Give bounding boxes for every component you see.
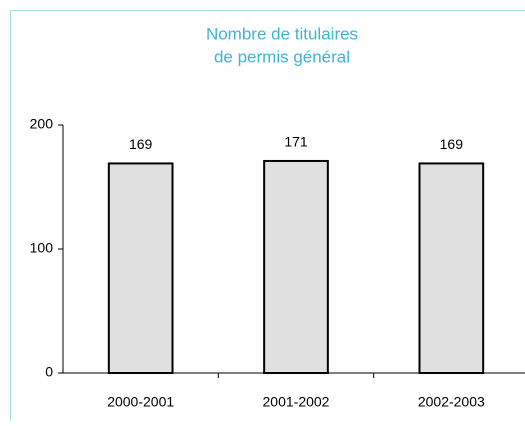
y-tick-label: 100 xyxy=(30,240,54,256)
y-tick-label: 200 xyxy=(30,116,54,132)
data-label: 169 xyxy=(129,136,153,152)
x-tick-label: 2000-2001 xyxy=(107,394,174,410)
chart-title: de permis général xyxy=(214,47,350,66)
chart-title: Nombre de titulaires xyxy=(206,24,358,43)
y-tick-label: 0 xyxy=(45,364,53,380)
bar xyxy=(419,163,483,373)
bar xyxy=(109,163,173,373)
x-tick-label: 2002-2003 xyxy=(418,394,485,410)
data-label: 171 xyxy=(284,134,308,150)
bar xyxy=(264,161,328,373)
data-label: 169 xyxy=(440,136,464,152)
x-tick-label: 2001-2002 xyxy=(263,394,330,410)
